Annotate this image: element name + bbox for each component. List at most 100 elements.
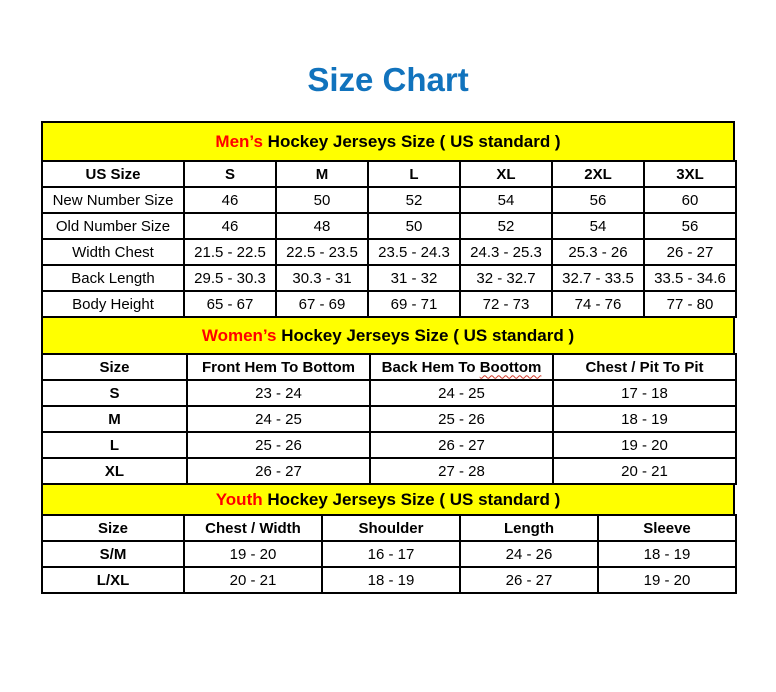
row-label: Body Height	[41, 290, 185, 318]
womens-header-row: Size Front Hem To Bottom Back Hem To Boott…	[41, 353, 737, 381]
cell-value: 33.5 - 34.6	[643, 264, 737, 292]
cell-value: 22.5 - 23.5	[275, 238, 369, 266]
section-mens: Men’s Hockey Jerseys Size ( US standard …	[41, 121, 737, 318]
cell-value: 25 - 26	[369, 405, 554, 433]
misspelled-word: Boottom	[479, 358, 542, 376]
cell-value: 52	[459, 212, 553, 240]
cell-value: 77 - 80	[643, 290, 737, 318]
cell-value: 19 - 20	[183, 540, 323, 568]
row-label: S	[41, 379, 188, 407]
cell-value: 69 - 71	[367, 290, 461, 318]
cell-value: 26 - 27	[186, 457, 371, 485]
row-label: XL	[41, 457, 188, 485]
womens-band-highlight: Women’s	[201, 326, 277, 345]
cell-value: 29.5 - 30.3	[183, 264, 277, 292]
cell-value: 23 - 24	[186, 379, 371, 407]
table-row: M 24 - 25 25 - 26 18 - 19	[41, 405, 737, 433]
cell-value: 31 - 32	[367, 264, 461, 292]
cell-value: 46	[183, 212, 277, 240]
table-row: S 23 - 24 24 - 25 17 - 18	[41, 379, 737, 407]
youth-band-text: Hockey Jerseys Size ( US standard )	[262, 490, 561, 509]
youth-header-row: Size Chest / Width Shoulder Length Sleeve	[41, 514, 737, 542]
cell-value: 54	[459, 186, 553, 214]
cell-value: 18 - 19	[321, 566, 461, 594]
cell-value: 56	[551, 186, 645, 214]
cell-value: 19 - 20	[597, 566, 737, 594]
table-row: Old Number Size 46 48 50 52 54 56	[41, 212, 737, 240]
row-label: M	[41, 405, 188, 433]
youth-section-header: Youth Hockey Jerseys Size ( US standard …	[41, 483, 735, 516]
column-header: 2XL	[551, 160, 645, 188]
table-row: XL 26 - 27 27 - 28 20 - 21	[41, 457, 737, 485]
cell-value: 65 - 67	[183, 290, 277, 318]
cell-value: 50	[367, 212, 461, 240]
row-label: Old Number Size	[41, 212, 185, 240]
table-row: S/M 19 - 20 16 - 17 24 - 26 18 - 19	[41, 540, 737, 568]
column-header: Sleeve	[597, 514, 737, 542]
cell-value: 50	[275, 186, 369, 214]
cell-value: 46	[183, 186, 277, 214]
column-header: Front Hem To Bottom	[186, 353, 371, 381]
size-chart: Men’s Hockey Jerseys Size ( US standard …	[41, 121, 737, 594]
cell-value: 24 - 25	[186, 405, 371, 433]
cell-value: 20 - 21	[552, 457, 737, 485]
section-womens: Women’s Hockey Jerseys Size ( US standar…	[41, 316, 737, 485]
cell-value: 21.5 - 22.5	[183, 238, 277, 266]
column-header: M	[275, 160, 369, 188]
cell-value: 16 - 17	[321, 540, 461, 568]
womens-band-text: Hockey Jerseys Size ( US standard )	[276, 326, 575, 345]
cell-value: 30.3 - 31	[275, 264, 369, 292]
womens-section-header: Women’s Hockey Jerseys Size ( US standar…	[41, 316, 735, 355]
womens-size-table: Size Front Hem To Bottom Back Hem To Boott…	[41, 353, 737, 485]
row-label: Width Chest	[41, 238, 185, 266]
table-row: Body Height 65 - 67 67 - 69 69 - 71 72 - 73 7…	[41, 290, 737, 318]
cell-value: 54	[551, 212, 645, 240]
column-header: L	[367, 160, 461, 188]
cell-value: 24.3 - 25.3	[459, 238, 553, 266]
column-header: Size	[41, 514, 185, 542]
column-header: 3XL	[643, 160, 737, 188]
mens-band-text: Hockey Jerseys Size ( US standard )	[262, 132, 561, 151]
row-label: Back Length	[41, 264, 185, 292]
cell-value: 60	[643, 186, 737, 214]
table-row: L 25 - 26 26 - 27 19 - 20	[41, 431, 737, 459]
cell-value: 25.3 - 26	[551, 238, 645, 266]
row-label: L/XL	[41, 566, 185, 594]
cell-value: 20 - 21	[183, 566, 323, 594]
page-title: Size Chart	[307, 61, 469, 98]
cell-value: 27 - 28	[369, 457, 554, 485]
section-youth: Youth Hockey Jerseys Size ( US standard …	[41, 483, 737, 594]
table-row: Width Chest 21.5 - 22.5 22.5 - 23.5 23.5 - …	[41, 238, 737, 266]
cell-value: 24 - 25	[369, 379, 554, 407]
table-row: Back Length 29.5 - 30.3 30.3 - 31 31 - 32 32…	[41, 264, 737, 292]
size-chart-page: Size Chart Men’s Hockey Jerseys Size ( U…	[41, 61, 737, 594]
youth-band-highlight: Youth	[215, 490, 263, 509]
row-label: S/M	[41, 540, 185, 568]
column-header: Chest / Width	[183, 514, 323, 542]
cell-value: 26 - 27	[369, 431, 554, 459]
cell-value: 26 - 27	[643, 238, 737, 266]
cell-value: 19 - 20	[552, 431, 737, 459]
column-header: Chest / Pit To Pit	[552, 353, 737, 381]
column-header: S	[183, 160, 277, 188]
cell-value: 32.7 - 33.5	[551, 264, 645, 292]
cell-value: 18 - 19	[552, 405, 737, 433]
table-row: L/XL 20 - 21 18 - 19 26 - 27 19 - 20	[41, 566, 737, 594]
youth-size-table: Size Chest / Width Shoulder Length Sleeve S/…	[41, 514, 737, 594]
cell-value: 74 - 76	[551, 290, 645, 318]
cell-value: 32 - 32.7	[459, 264, 553, 292]
mens-size-table: US Size S M L XL 2XL 3XL New Number Size 46 50 52…	[41, 160, 737, 318]
column-header: Shoulder	[321, 514, 461, 542]
column-header: Size	[41, 353, 188, 381]
row-label: New Number Size	[41, 186, 185, 214]
mens-band-highlight: Men’s	[215, 132, 263, 151]
cell-value: 52	[367, 186, 461, 214]
cell-value: 17 - 18	[552, 379, 737, 407]
column-header: US Size	[41, 160, 185, 188]
cell-value: 18 - 19	[597, 540, 737, 568]
cell-value: 23.5 - 24.3	[367, 238, 461, 266]
row-label: L	[41, 431, 188, 459]
cell-value: 67 - 69	[275, 290, 369, 318]
cell-value: 48	[275, 212, 369, 240]
table-row: New Number Size 46 50 52 54 56 60	[41, 186, 737, 214]
